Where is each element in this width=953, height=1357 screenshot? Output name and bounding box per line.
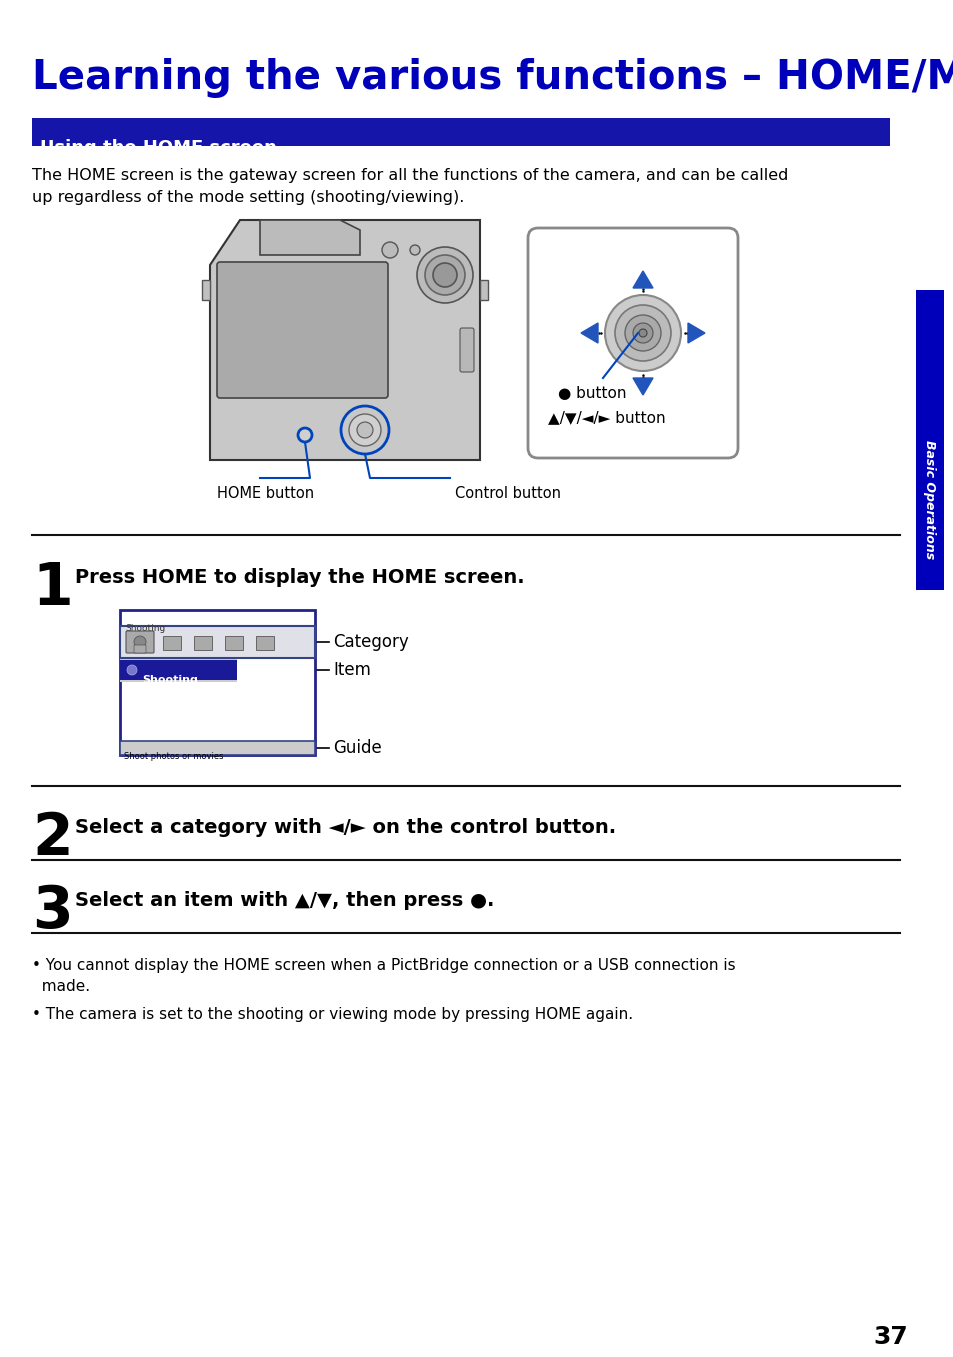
Text: Shoot photos or movies: Shoot photos or movies — [124, 752, 223, 761]
Circle shape — [615, 305, 670, 361]
Text: The HOME screen is the gateway screen for all the functions of the camera, and c: The HOME screen is the gateway screen fo… — [32, 168, 787, 205]
Circle shape — [133, 636, 146, 649]
Bar — [163, 636, 181, 650]
Text: Category: Category — [333, 632, 408, 651]
Text: 37: 37 — [872, 1324, 907, 1349]
Circle shape — [297, 427, 312, 442]
Bar — [32, 118, 889, 147]
Bar — [120, 660, 236, 680]
Text: Shooting: Shooting — [142, 674, 197, 685]
FancyBboxPatch shape — [126, 631, 153, 653]
Text: Learning the various functions – HOME/Menu: Learning the various functions – HOME/Me… — [32, 58, 953, 98]
Circle shape — [410, 246, 419, 255]
Bar — [479, 280, 488, 300]
Bar — [255, 636, 274, 650]
Polygon shape — [260, 220, 359, 255]
Circle shape — [433, 263, 456, 286]
Text: ▲/▼/◄/► button: ▲/▼/◄/► button — [547, 410, 665, 425]
Text: Guide: Guide — [333, 740, 381, 757]
Text: Select an item with ▲/▼, then press ●.: Select an item with ▲/▼, then press ●. — [75, 892, 494, 911]
Polygon shape — [687, 323, 704, 343]
Bar — [193, 636, 212, 650]
Text: Press HOME to display the HOME screen.: Press HOME to display the HOME screen. — [75, 569, 524, 588]
Bar — [120, 611, 314, 754]
Circle shape — [381, 242, 397, 258]
Text: 3: 3 — [32, 883, 72, 940]
Text: 2: 2 — [32, 810, 72, 867]
Text: Shooting: Shooting — [125, 624, 165, 632]
FancyBboxPatch shape — [133, 645, 146, 653]
FancyBboxPatch shape — [459, 328, 474, 372]
Circle shape — [349, 414, 380, 446]
Circle shape — [424, 255, 464, 294]
Polygon shape — [633, 379, 652, 395]
Circle shape — [639, 328, 646, 337]
Text: HOME button: HOME button — [216, 486, 314, 501]
Circle shape — [604, 294, 680, 370]
Text: • The camera is set to the shooting or viewing mode by pressing HOME again.: • The camera is set to the shooting or v… — [32, 1007, 633, 1022]
Text: Using the HOME screen: Using the HOME screen — [40, 138, 276, 157]
Text: ● button: ● button — [558, 385, 626, 402]
Circle shape — [624, 315, 660, 351]
FancyBboxPatch shape — [527, 228, 738, 459]
Polygon shape — [633, 271, 652, 288]
Circle shape — [127, 665, 137, 674]
Circle shape — [356, 422, 373, 438]
Text: 1: 1 — [32, 560, 72, 617]
Text: Item: Item — [333, 661, 371, 678]
Text: Basic Operations: Basic Operations — [923, 441, 936, 559]
Bar — [120, 658, 236, 683]
Text: • You cannot display the HOME screen when a PictBridge connection or a USB conne: • You cannot display the HOME screen whe… — [32, 958, 735, 993]
FancyBboxPatch shape — [216, 262, 388, 398]
Polygon shape — [210, 220, 479, 460]
Bar — [915, 290, 943, 590]
Circle shape — [633, 323, 652, 343]
Circle shape — [340, 406, 389, 455]
Bar — [120, 626, 314, 658]
Bar — [120, 741, 314, 754]
Bar — [202, 280, 210, 300]
Polygon shape — [580, 323, 598, 343]
Text: Select a category with ◄/► on the control button.: Select a category with ◄/► on the contro… — [75, 818, 616, 837]
Text: Control button: Control button — [455, 486, 560, 501]
Circle shape — [416, 247, 473, 303]
Bar — [225, 636, 243, 650]
